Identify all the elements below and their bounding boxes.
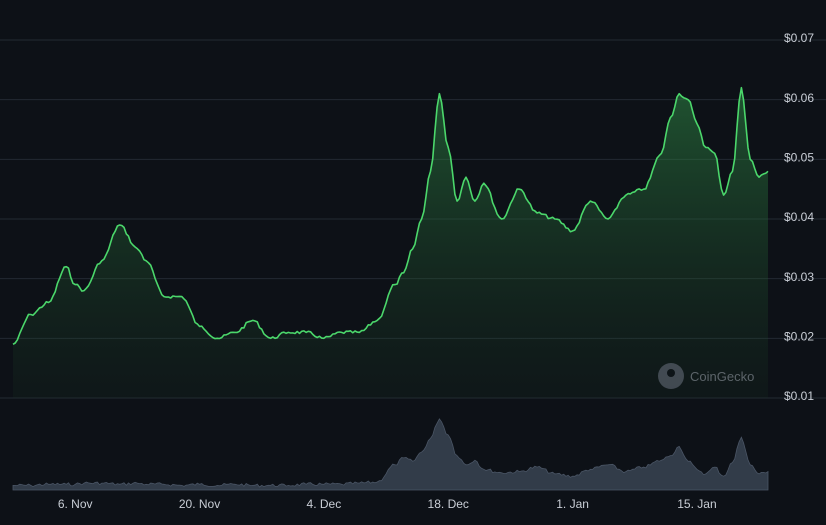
y-tick-label: $0.04: [784, 210, 814, 224]
x-tick-label: 18. Dec: [428, 497, 469, 511]
price-line: [12, 86, 769, 345]
y-tick-label: $0.02: [784, 330, 814, 344]
price-area: [13, 87, 768, 398]
volume-area: [12, 418, 769, 491]
watermark-text: CoinGecko: [690, 368, 755, 384]
y-tick-label: $0.06: [784, 91, 814, 105]
x-tick-label: 1. Jan: [556, 497, 589, 511]
x-axis: 6. Nov 20. Nov 4. Dec 18. Dec 1. Jan 15. Jan: [58, 497, 717, 511]
y-tick-label: $0.05: [784, 151, 814, 165]
x-tick-label: 20. Nov: [179, 497, 220, 511]
y-tick-label: $0.01: [784, 389, 814, 403]
x-tick-label: 6. Nov: [58, 497, 93, 511]
x-tick-label: 15. Jan: [677, 497, 716, 511]
coingecko-logo-icon: [658, 363, 684, 389]
coingecko-watermark: CoinGecko: [658, 363, 754, 389]
x-tick-label: 4. Dec: [307, 497, 342, 511]
y-tick-label: $0.07: [784, 31, 814, 45]
price-area-fill: [13, 87, 768, 398]
volume-area-fill: [12, 418, 769, 491]
y-tick-label: $0.03: [784, 270, 814, 284]
price-series-line: [12, 86, 769, 345]
y-axis: $0.01 $0.02 $0.03 $0.04 $0.05 $0.06 $0.07: [784, 31, 814, 403]
